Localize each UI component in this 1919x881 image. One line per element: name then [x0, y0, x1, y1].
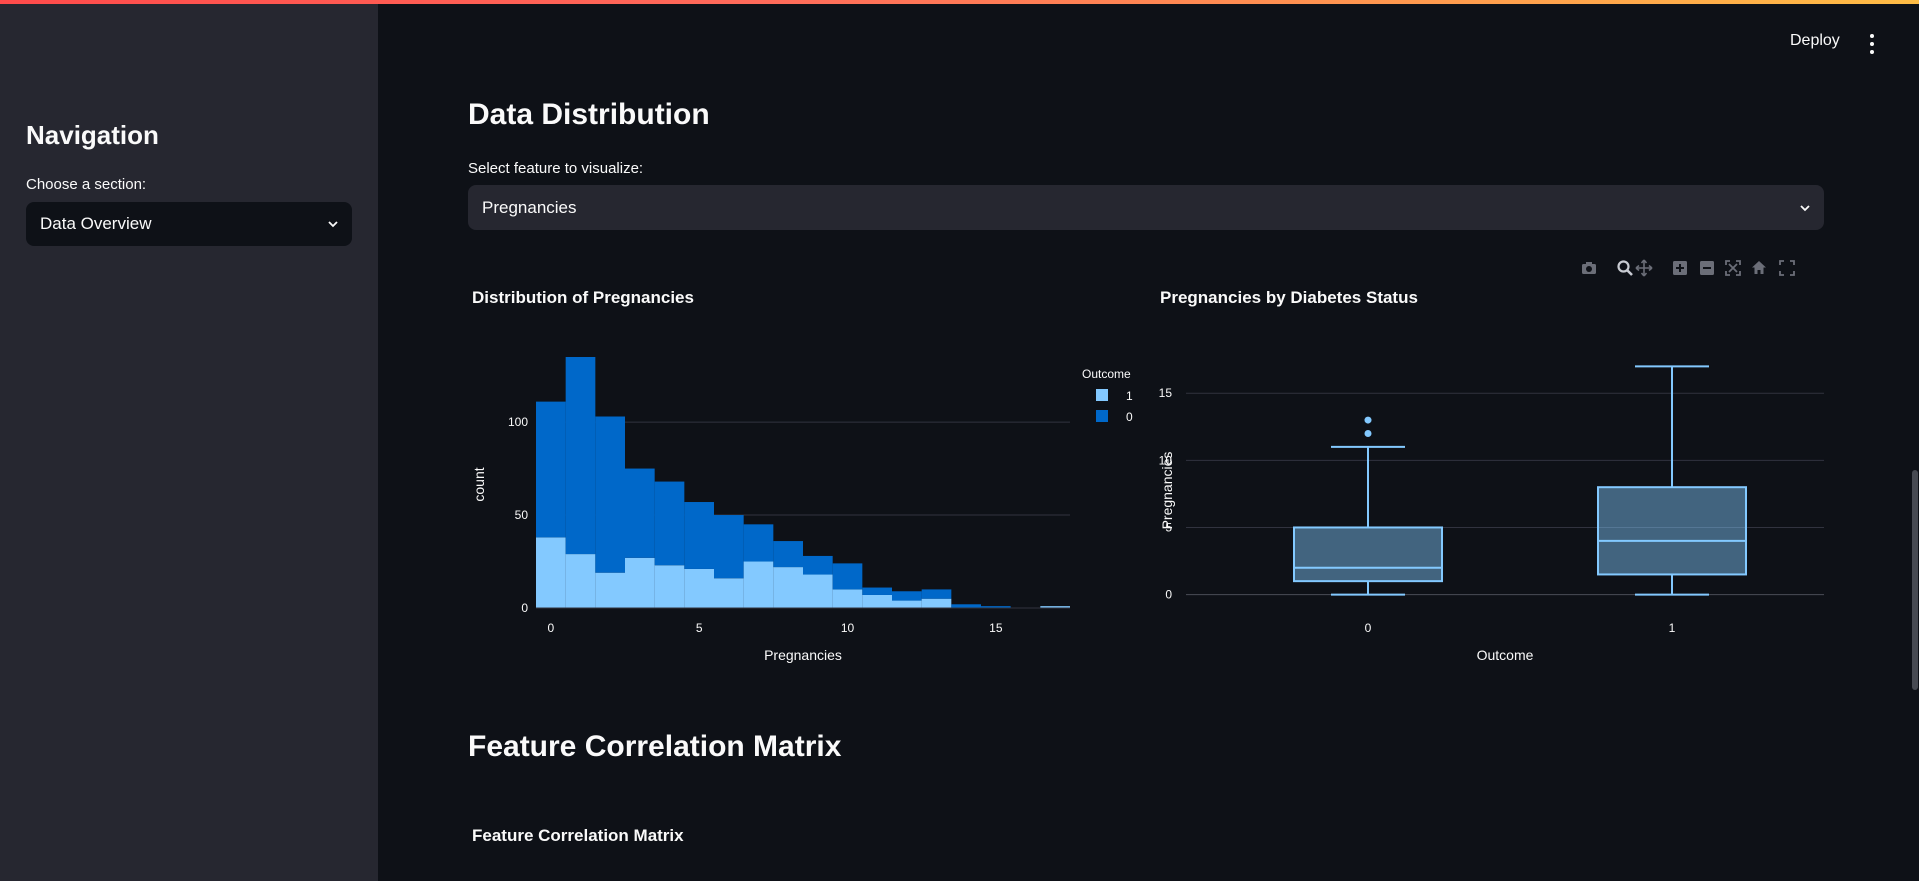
legend-label-outcome-0: 0: [1126, 410, 1133, 424]
deploy-button[interactable]: Deploy: [1790, 32, 1840, 49]
x-tick-label: 0: [1365, 621, 1372, 635]
histogram-bar-outcome-1: [625, 557, 655, 608]
boxplot-y-label: Pregnancies: [1159, 452, 1175, 530]
legend-swatch-outcome-1: [1096, 389, 1108, 401]
legend-label-outcome-1: 1: [1126, 389, 1133, 403]
histogram-bar-outcome-0: [862, 587, 892, 595]
y-tick-label: 5: [1165, 520, 1172, 534]
box-iqr: [1597, 486, 1747, 576]
histogram-bar-outcome-1: [862, 594, 892, 608]
fullscreen-icon[interactable]: [1778, 259, 1796, 277]
box-outlier-point: [1364, 416, 1372, 424]
x-tick-label: 0: [547, 621, 554, 635]
y-tick-label: 50: [515, 508, 529, 522]
top-decoration-bar: [0, 0, 1919, 4]
histogram-bar-outcome-1: [595, 572, 625, 608]
histogram-bar-outcome-0: [892, 591, 922, 601]
histogram-bar-outcome-0: [595, 416, 625, 573]
section-select-label: Choose a section:: [26, 176, 147, 193]
histogram-bar-outcome-0: [832, 563, 863, 590]
feature-select-label: Select feature to visualize:: [468, 160, 644, 177]
y-tick-label: 10: [1159, 453, 1173, 467]
feature-select[interactable]: Pregnancies: [468, 185, 1824, 230]
x-tick-label: 1: [1669, 621, 1676, 635]
section-heading-correlation: Feature Correlation Matrix: [468, 730, 842, 763]
camera-icon[interactable]: [1580, 259, 1598, 277]
boxplot-title: Pregnancies by Diabetes Status: [1160, 288, 1418, 307]
zoom-in-icon[interactable]: [1671, 259, 1689, 277]
y-tick-label: 15: [1159, 386, 1173, 400]
section-heading-distribution: Data Distribution: [468, 98, 710, 131]
correlation-chart-title: Feature Correlation Matrix: [472, 826, 684, 845]
histogram-bar-outcome-1: [654, 565, 685, 608]
histogram-title: Distribution of Pregnancies: [472, 288, 694, 307]
x-tick-label: 10: [841, 621, 855, 635]
histogram-bar-outcome-1: [832, 589, 863, 608]
histogram-bar-outcome-0: [951, 604, 981, 608]
histogram-bar-outcome-1: [803, 574, 833, 608]
histogram-bar-outcome-0: [981, 606, 1011, 608]
histogram-bar-outcome-1: [714, 578, 744, 608]
feature-select-value: Pregnancies: [482, 197, 577, 217]
box-iqr: [1293, 526, 1443, 583]
histogram-x-label: Pregnancies: [764, 647, 842, 663]
y-tick-label: 0: [521, 601, 528, 615]
chevron-down-icon: [1800, 204, 1810, 211]
autoscale-icon[interactable]: [1724, 259, 1742, 277]
box-outlier-point: [1364, 430, 1372, 438]
histogram-bar-outcome-0: [803, 555, 833, 575]
sidebar: Navigation Choose a section: Data Overvi…: [0, 4, 378, 881]
y-tick-label: 100: [508, 415, 528, 429]
histogram-bar-outcome-0: [684, 502, 714, 569]
section-select-value: Data Overview: [40, 214, 152, 233]
boxplot-x-label: Outcome: [1477, 647, 1534, 663]
pan-icon[interactable]: [1635, 259, 1653, 277]
legend-swatch-outcome-0: [1096, 410, 1108, 422]
legend-title: Outcome: [1082, 367, 1131, 381]
histogram-bar-outcome-1: [773, 567, 803, 608]
y-tick-label: 0: [1165, 588, 1172, 602]
page-scrollbar[interactable]: [1912, 470, 1918, 690]
histogram-bar-outcome-0: [773, 541, 803, 568]
reset-axes-icon[interactable]: [1750, 259, 1768, 277]
histogram-bar-outcome-0: [743, 524, 774, 562]
sidebar-title: Navigation: [26, 120, 159, 150]
histogram-bar-outcome-0: [714, 515, 744, 579]
zoom-icon[interactable]: [1616, 259, 1634, 277]
histogram-bar-outcome-0: [654, 481, 685, 566]
histogram-bar-outcome-0: [625, 468, 655, 558]
histogram-bar-outcome-0: [921, 589, 952, 599]
histogram-bar-outcome-1: [565, 554, 596, 608]
histogram-bar-outcome-1: [1040, 606, 1070, 608]
section-select[interactable]: Data Overview: [26, 202, 352, 246]
x-tick-label: 15: [989, 621, 1003, 635]
histogram-bar-outcome-1: [684, 568, 714, 608]
chevron-down-icon: [328, 221, 338, 228]
histogram-y-label: count: [471, 467, 487, 501]
histogram-bar-outcome-1: [892, 600, 922, 608]
x-tick-label: 5: [696, 621, 703, 635]
histogram-bar-outcome-1: [536, 537, 566, 608]
histogram-bar-outcome-0: [565, 357, 596, 555]
zoom-out-icon[interactable]: [1698, 259, 1716, 277]
histogram-bar-outcome-1: [921, 598, 952, 608]
main-menu-icon[interactable]: [1868, 34, 1876, 54]
histogram-bar-outcome-1: [743, 561, 774, 608]
histogram-bar-outcome-0: [536, 401, 566, 538]
